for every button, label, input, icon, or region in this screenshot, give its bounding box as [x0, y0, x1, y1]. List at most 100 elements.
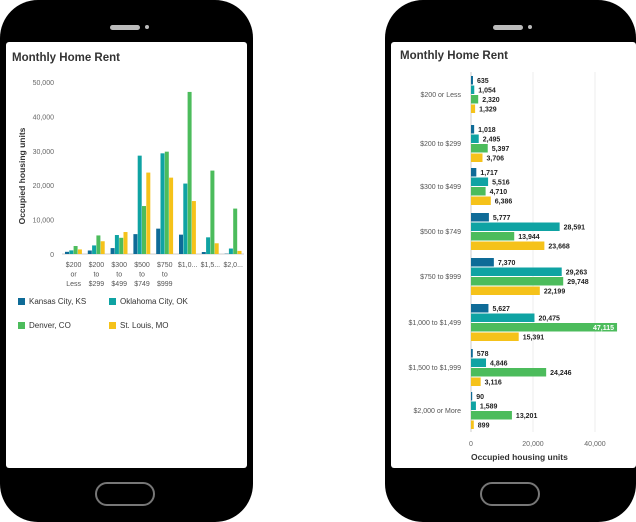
bar — [146, 172, 151, 254]
bar — [471, 323, 618, 332]
y-tick-label: 30,000 — [33, 149, 55, 156]
y-tick-label: 0 — [50, 252, 54, 259]
category-label: $750 — [157, 262, 173, 269]
bar — [471, 258, 494, 267]
data-label: 635 — [477, 78, 489, 85]
legend-item-stlouis[interactable]: St. Louis, MO — [109, 321, 168, 330]
bar — [471, 267, 562, 276]
bar — [471, 313, 535, 322]
y-axis-label: Occupied housing units — [17, 127, 27, 224]
y-tick-label: 50,000 — [33, 80, 55, 87]
data-label: 578 — [477, 351, 489, 358]
bar — [471, 368, 547, 377]
data-label: 90 — [476, 394, 484, 401]
bar — [201, 252, 206, 254]
data-label: 3,706 — [486, 156, 504, 163]
bar — [471, 411, 512, 420]
bar — [100, 241, 105, 254]
data-label: 29,263 — [566, 270, 588, 277]
category-label: $200 — [89, 262, 105, 269]
bar — [471, 125, 475, 134]
bar — [73, 246, 78, 254]
bar — [471, 286, 540, 295]
category-label: $300 — [111, 262, 127, 269]
bar — [65, 251, 69, 254]
bar — [471, 153, 483, 162]
bar — [228, 248, 233, 254]
left-home-button[interactable] — [95, 482, 155, 506]
category-label: $999 — [157, 281, 173, 288]
legend-label: Denver, CO — [29, 321, 71, 330]
category-label: to — [162, 272, 168, 279]
bar — [471, 377, 481, 386]
data-label: 23,668 — [548, 244, 570, 251]
category-label: $200 — [66, 262, 82, 269]
bar — [471, 144, 488, 153]
bar — [471, 358, 487, 367]
category-label: to — [116, 272, 122, 279]
y-tick-label: 40,000 — [33, 114, 55, 121]
bar — [471, 241, 545, 250]
category-label: or — [70, 272, 77, 279]
bar — [92, 245, 97, 254]
bar — [471, 76, 473, 85]
y-tick-label: 10,000 — [33, 218, 55, 225]
data-label: 15,391 — [523, 335, 545, 342]
category-label: $750 to $999 — [420, 274, 461, 281]
bar — [187, 91, 192, 254]
category-label: $749 — [134, 281, 150, 288]
bar — [237, 250, 242, 254]
bar — [77, 249, 82, 254]
category-label: $299 — [89, 281, 105, 288]
bar — [123, 232, 128, 254]
vertical-bar-chart: 0 10,000 20,000 30,000 40,000 50,000 Occupied … — [17, 80, 244, 288]
bar — [471, 85, 475, 94]
bar — [471, 232, 515, 241]
bar — [142, 206, 146, 254]
legend-item-denver[interactable]: Denver, CO — [18, 321, 71, 330]
data-label: 4,710 — [490, 189, 508, 196]
bar — [96, 235, 101, 254]
data-label: 7,370 — [498, 260, 516, 267]
data-label: 20,475 — [538, 316, 560, 323]
category-label: $1,0... — [178, 262, 198, 269]
bar — [471, 349, 473, 358]
right-phone: Monthly Home Rent 0 20,000 40,000 Occupied … — [385, 0, 636, 522]
bar — [114, 235, 119, 254]
bar — [471, 401, 476, 410]
bar — [471, 304, 489, 313]
bar — [214, 243, 219, 254]
category-label: $1,500 to $1,999 — [408, 365, 461, 372]
data-label: 6,386 — [495, 199, 513, 206]
category-label: Less — [66, 281, 81, 288]
data-label: 899 — [478, 423, 490, 430]
category-label: $500 — [134, 262, 150, 269]
left-camera — [145, 25, 149, 29]
data-label: 13,201 — [516, 413, 538, 420]
bar — [471, 104, 476, 113]
data-label: 5,397 — [492, 146, 510, 153]
bar — [471, 213, 489, 222]
x-axis-label: Occupied housing units — [471, 452, 568, 462]
right-chart-title: Monthly Home Rent — [400, 50, 508, 62]
category-label: $499 — [111, 281, 127, 288]
bar — [471, 134, 479, 143]
horizontal-bar-chart: 0 20,000 40,000 Occupied housing units $200 … — [408, 72, 618, 462]
bar — [160, 153, 165, 254]
legend-item-kansas[interactable]: Kansas City, KS — [18, 297, 86, 306]
category-label: $200 or Less — [421, 92, 462, 99]
data-label: 47,115 — [593, 325, 614, 332]
bar — [169, 177, 174, 254]
legend-item-oklahoma[interactable]: Oklahoma City, OK — [109, 297, 188, 306]
bar — [69, 250, 74, 254]
data-label: 5,777 — [493, 215, 511, 222]
right-home-button[interactable] — [480, 482, 540, 506]
bar — [471, 332, 519, 341]
data-label: 2,495 — [483, 137, 501, 144]
category-label: $2,0... — [223, 262, 243, 269]
bar — [471, 187, 486, 196]
data-label: 22,199 — [544, 289, 566, 296]
data-label: 2,320 — [482, 97, 500, 104]
data-label: 24,246 — [550, 370, 572, 377]
category-label: $200 to $299 — [420, 141, 461, 148]
